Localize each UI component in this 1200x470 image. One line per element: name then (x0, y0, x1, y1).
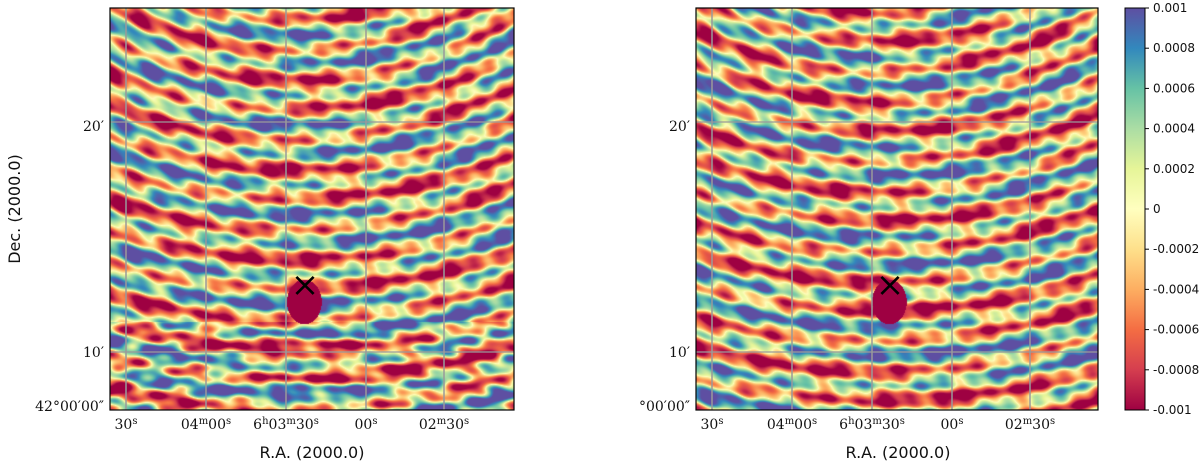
colorbar-tick-label: -0.0006 (1153, 323, 1199, 337)
colorbar-tick-label: -0.0008 (1153, 363, 1199, 377)
source-marker-left: × (291, 265, 320, 305)
sky-image-right (696, 8, 1098, 410)
x-tick-left-30s: 30s (115, 416, 138, 434)
x-tick-right-00s: 00s (941, 416, 964, 434)
colorbar-gradient (1124, 7, 1146, 411)
x-axis-title-left: R.A. (2000.0) (260, 443, 365, 462)
panel-left: × 20′ 10′ 42°00′00″ 30s 04m00s 6h03m30s … (5, 7, 515, 462)
plot-frame-right (695, 7, 1099, 411)
y-tick-right-20: 20′ (669, 119, 690, 135)
x-tick-right-6h03m30s: 6h03m30s (839, 416, 905, 434)
x-tick-left-04m00s: 04m00s (181, 416, 231, 434)
colorbar-tick-label: 0.0006 (1153, 81, 1195, 95)
colorbar-tick-label: 0 (1153, 202, 1161, 216)
y-tick-left-0: 42°00′00″ (35, 399, 104, 415)
colorbar-tick-label: -0.001 (1153, 403, 1192, 417)
y-tick-left-20: 20′ (83, 119, 104, 135)
x-axis-title-right: R.A. (2000.0) (846, 443, 951, 462)
sky-image-left (110, 8, 514, 410)
coordinate-grid-right (696, 8, 1098, 410)
colorbar-tick-label: 0.0002 (1153, 162, 1195, 176)
x-tick-right-02m30s: 02m30s (1005, 416, 1055, 434)
x-tick-left-6h03m30s: 6h03m30s (253, 416, 319, 434)
y-tick-right-10: 10′ (669, 345, 690, 361)
colorbar-tick-label: -0.0004 (1153, 282, 1199, 296)
colorbar-ticks: 0.001 0.0008 0.0006 0.0004 0.0002 0 -0.0002 -0.… (1145, 1, 1199, 417)
y-tick-right-0: °00′00″ (639, 399, 690, 415)
colorbar-tick-label: 0.001 (1153, 1, 1187, 15)
colorbar-tick-label: 0.0004 (1153, 122, 1195, 136)
x-tick-right-04m00s: 04m00s (767, 416, 817, 434)
panel-right: × 20′ 10′ °00′00″ 30s 04m00s 6h03m30s 00… (639, 7, 1099, 462)
source-marker-right: × (876, 265, 905, 305)
y-axis-title-left: Dec. (2000.0) (5, 154, 24, 264)
x-tick-left-00s: 00s (355, 416, 378, 434)
plot-frame-left (109, 7, 515, 411)
colorbar-tick-label: -0.0002 (1153, 242, 1199, 256)
x-tick-left-02m30s: 02m30s (419, 416, 469, 434)
colorbar: 0.001 0.0008 0.0006 0.0004 0.0002 0 -0.0002 -0.… (1124, 1, 1199, 417)
coordinate-grid-left (110, 8, 514, 410)
colorbar-tick-label: 0.0008 (1153, 41, 1195, 55)
x-tick-right-30s: 30s (701, 416, 724, 434)
y-tick-left-10: 10′ (83, 345, 104, 361)
